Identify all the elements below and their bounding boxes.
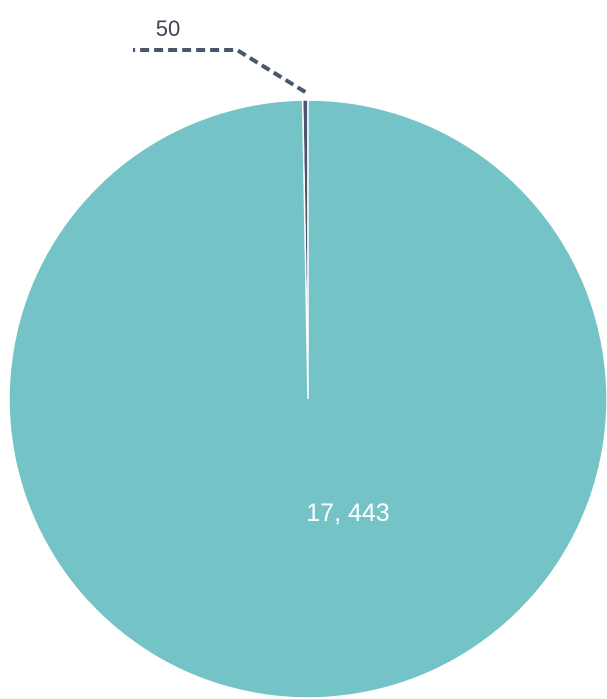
pie-slice-large xyxy=(8,99,607,699)
leader-lines xyxy=(133,48,307,94)
slice-label-small: 50 xyxy=(156,16,180,41)
slice-label-large: 17, 443 xyxy=(306,499,389,527)
pie-slices xyxy=(8,99,607,699)
leader-line-small xyxy=(133,48,307,94)
slice-labels: 50 17, 443 xyxy=(156,16,390,527)
